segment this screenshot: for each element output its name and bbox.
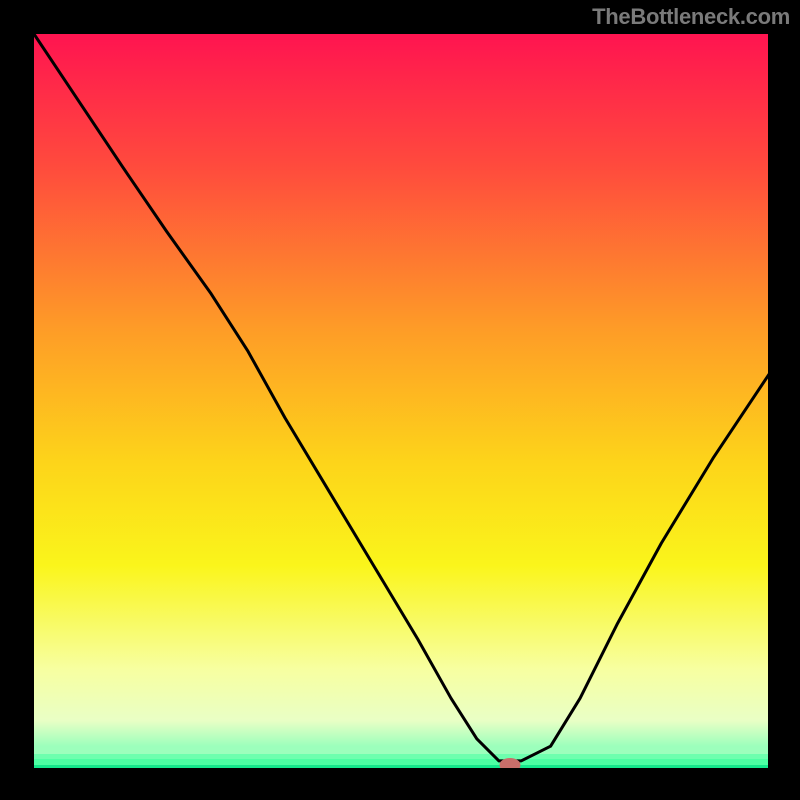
plot-area (32, 32, 770, 770)
bottleneck-curve (34, 34, 770, 761)
bottleneck-chart: TheBottleneck.com (0, 0, 800, 800)
attribution-text: TheBottleneck.com (592, 4, 790, 30)
bottleneck-curve-layer (34, 34, 770, 770)
optimal-point-marker (500, 758, 521, 770)
